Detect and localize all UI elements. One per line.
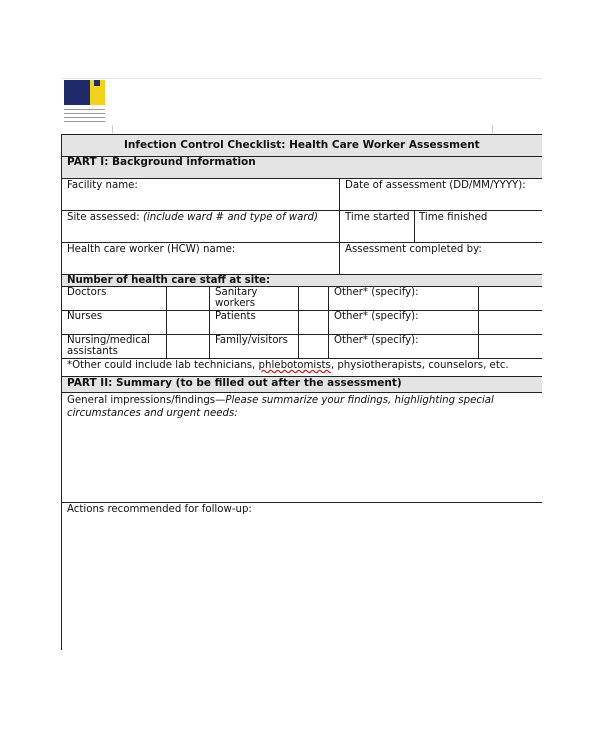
time-finished-field[interactable]: Time finished: [419, 212, 488, 223]
staff-sanitary-2: workers: [215, 298, 256, 309]
margin-mark-left: [112, 125, 113, 133]
facility-name-field[interactable]: Facility name:: [67, 180, 138, 191]
actions-recommended-field[interactable]: Actions recommended for follow-up:: [67, 504, 252, 515]
footnote-text: *Other could include lab technicians,: [67, 360, 259, 371]
general-impressions-hint: Please summarize your findings, highligh…: [225, 395, 494, 406]
staff-family-visitors: Family/visitors: [215, 335, 288, 346]
site-assessed-label: Site assessed:: [67, 212, 143, 223]
staff-nursing-assistants: Nursing/medical: [67, 335, 150, 346]
staff-heading: Number of health care staff at site:: [67, 275, 271, 286]
time-started-field[interactable]: Time started: [345, 212, 410, 223]
general-impressions-field[interactable]: General impressions/findings—Please summ…: [67, 394, 494, 420]
staff-nurses: Nurses: [67, 311, 103, 322]
spellcheck-word: phlebotomists: [258, 360, 331, 371]
header-rule: [62, 78, 542, 79]
assessment-completed-by-field[interactable]: Assessment completed by:: [345, 244, 482, 255]
general-impressions-label: General impressions/findings—: [67, 395, 226, 406]
staff-patients: Patients: [215, 311, 256, 322]
site-assessed-field[interactable]: Site assessed: (include ward # and type …: [67, 212, 318, 223]
staff-other-3: Other* (specify):: [334, 335, 419, 346]
staff-sanitary: Sanitary: [215, 287, 258, 298]
staff-doctors: Doctors: [67, 287, 107, 298]
date-of-assessment-field[interactable]: Date of assessment (DD/MM/YYYY):: [345, 180, 526, 191]
staff-other-2: Other* (specify):: [334, 311, 419, 322]
staff-nursing-assistants-2: assistants: [67, 346, 118, 357]
staff-other-1: Other* (specify):: [334, 287, 419, 298]
staff-footnote: *Other could include lab technicians, ph…: [67, 360, 509, 371]
hcw-name-field[interactable]: Health care worker (HCW) name:: [67, 244, 236, 255]
general-impressions-hint-2: circumstances and urgent needs:: [67, 408, 238, 419]
site-assessed-hint: (include ward # and type of ward): [142, 212, 318, 223]
part1-heading: PART I: Background information: [67, 156, 256, 168]
margin-mark-right: [492, 125, 493, 133]
part2-heading: PART II: Summary (to be filled out after…: [67, 377, 402, 389]
form-title: Infection Control Checklist: Health Care…: [124, 139, 480, 151]
logo: [64, 80, 105, 123]
footnote-text-end: , physiotherapists, counselors, etc.: [330, 360, 509, 371]
